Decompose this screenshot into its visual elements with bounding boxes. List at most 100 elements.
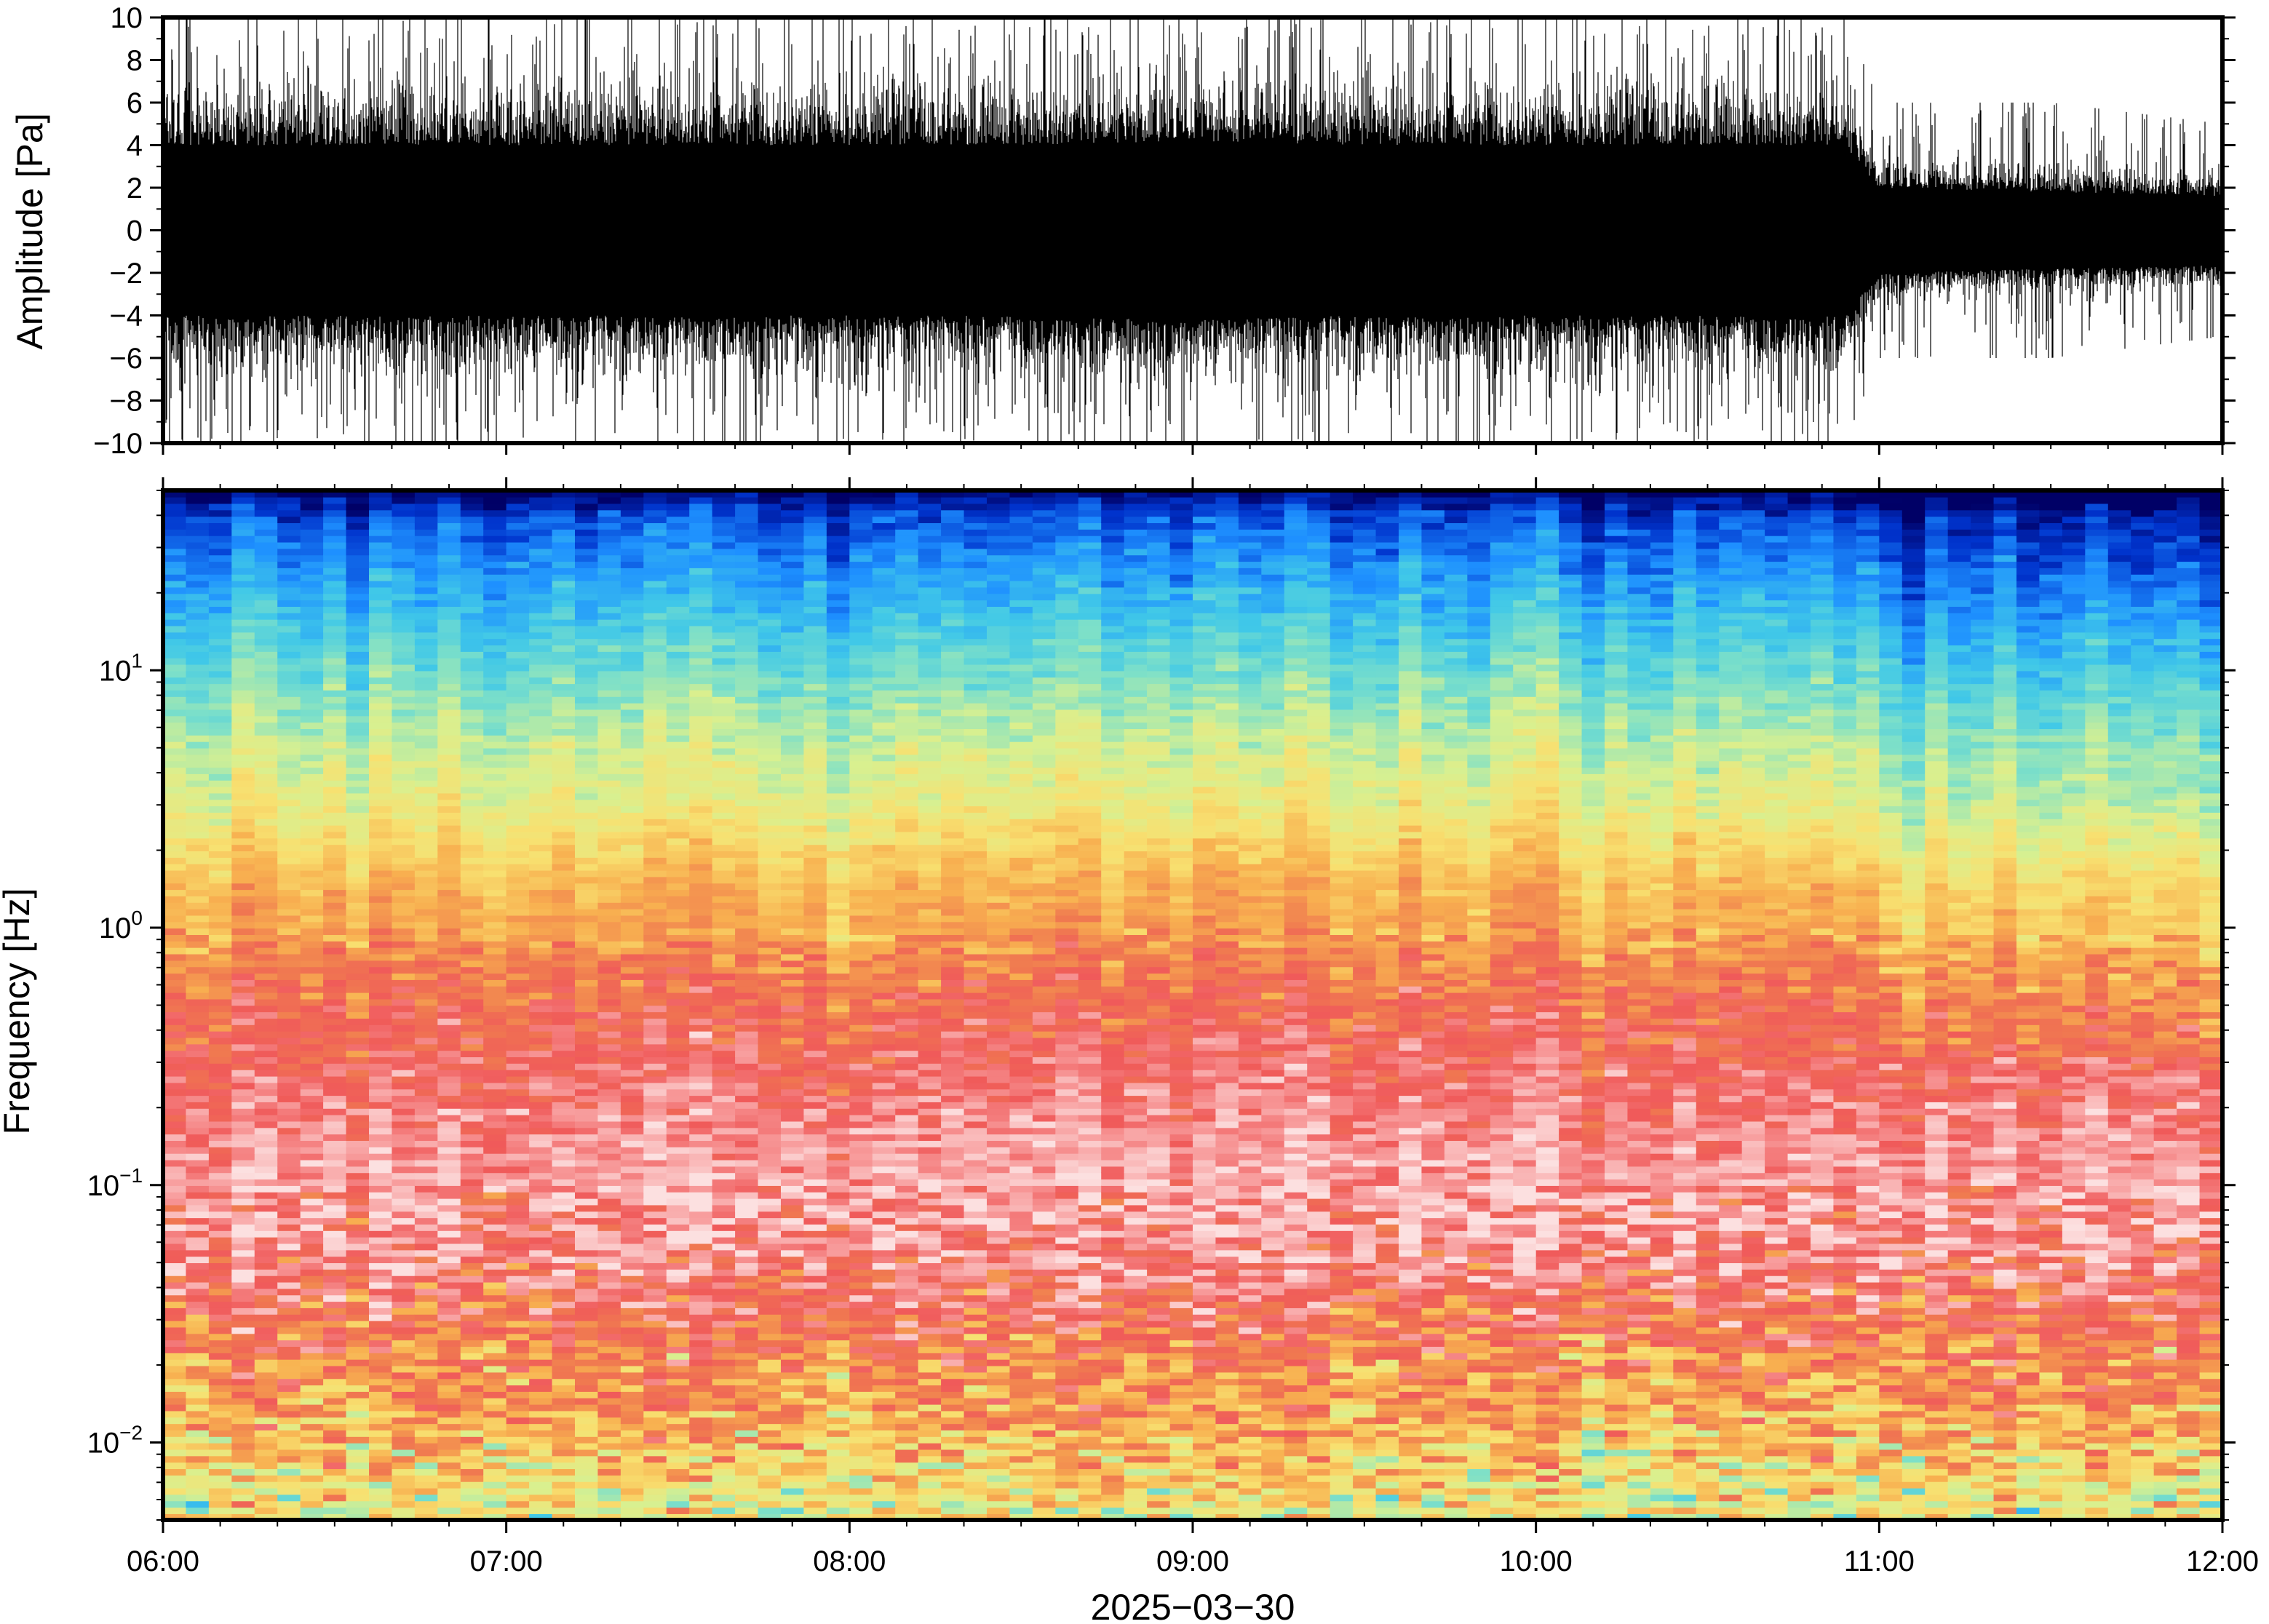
spectrogram-cell [643, 1005, 667, 1013]
spectrogram-cell [277, 1147, 301, 1154]
spectrogram-cell [414, 1500, 439, 1508]
spectrogram-cell [803, 1185, 827, 1193]
spectrogram-cell [460, 1011, 485, 1019]
spectrogram-cell [620, 902, 645, 909]
spectrogram-cell [643, 1487, 667, 1495]
spectrogram-cell [208, 1159, 233, 1167]
spectrogram-cell [506, 1114, 530, 1122]
spectrogram-cell [254, 1198, 279, 1206]
spectrogram-cell [758, 915, 782, 923]
spectrogram-cell [254, 741, 279, 749]
spectrogram-cell [414, 960, 439, 968]
spectrogram-cell [666, 1140, 691, 1147]
spectrogram-cell [735, 625, 759, 633]
spectrogram-cell [643, 1475, 667, 1482]
spectrogram-cell [689, 1423, 713, 1430]
spectrogram-cell [437, 1346, 461, 1353]
spectrogram-cell [277, 985, 301, 993]
spectrogram-cell [666, 966, 691, 974]
spectrogram-cell [254, 509, 279, 517]
spectrogram-cell [208, 1063, 233, 1070]
spectrogram-cell [254, 1204, 279, 1212]
spectrogram-cell [666, 1204, 691, 1212]
spectrogram-cell [781, 889, 805, 896]
spectrogram-cell [620, 645, 645, 652]
spectrogram-cell [597, 1153, 621, 1161]
spectrogram-cell [483, 1449, 507, 1457]
spectrogram-cell [460, 586, 485, 594]
spectrogram-cell [369, 696, 393, 704]
spectrogram-cell [597, 709, 621, 717]
spectrogram-cell [758, 509, 782, 517]
spectrogram-cell [643, 645, 667, 652]
spectrogram-cell [163, 722, 187, 730]
spectrogram-heatmap [163, 490, 2222, 1520]
spectrogram-cell [414, 722, 439, 730]
spectrogram-cell [346, 1340, 370, 1348]
spectrogram-cell [369, 1500, 393, 1508]
spectrogram-cell [575, 1088, 599, 1096]
spectrogram-cell [712, 1005, 736, 1013]
spectrogram-cell [597, 1005, 621, 1013]
spectrogram-cell [369, 1179, 393, 1186]
spectrogram-cell [712, 1358, 736, 1366]
spectrogram-cell [758, 1082, 782, 1090]
spectrogram-cell [254, 760, 279, 768]
spectrogram-cell [529, 1410, 553, 1418]
spectrogram-cell [277, 1134, 301, 1142]
spectrogram-cell [781, 651, 805, 658]
spectrogram-cell [620, 664, 645, 672]
spectrogram-cell [437, 535, 461, 543]
spectrogram-cell [529, 915, 553, 923]
spectrogram-cell [323, 979, 347, 987]
spectrogram-cell [826, 851, 851, 858]
spectrogram-cell [666, 735, 691, 742]
spectrogram-cell [369, 1030, 393, 1038]
spectrogram-cell [597, 863, 621, 871]
spectrogram-cell [620, 863, 645, 871]
spectrogram-cell [437, 632, 461, 640]
spectrogram-cell [437, 1179, 461, 1186]
spectrogram-cell [323, 960, 347, 968]
spectrogram-cell [163, 573, 187, 581]
spectrogram-cell [300, 1481, 324, 1489]
spectrogram-cell [460, 613, 485, 620]
spectrogram-cell [803, 1385, 827, 1392]
spectrogram-cell [735, 741, 759, 749]
spectrogram-cell [369, 1487, 393, 1495]
spectrogram-cell [781, 1095, 805, 1102]
spectrogram-cell [643, 837, 667, 845]
spectrogram-cell [300, 535, 324, 543]
spectrogram-cell [620, 1353, 645, 1360]
spectrogram-cell [689, 657, 713, 665]
spectrogram-cell [163, 638, 187, 646]
spectrogram-cell [163, 503, 187, 511]
spectrogram-cell [231, 664, 255, 672]
spectrogram-cell [277, 799, 301, 807]
spectrogram-cell [437, 857, 461, 864]
spectrogram-cell [758, 747, 782, 755]
spectrogram-cell [689, 1487, 713, 1495]
spectrogram-cell [483, 1088, 507, 1096]
spectrogram-cell [552, 1108, 576, 1115]
spectrogram-cell [712, 1294, 736, 1302]
spectrogram-cell [277, 1507, 301, 1514]
spectrogram-cell [208, 657, 233, 665]
spectrogram-cell [254, 824, 279, 832]
spectrogram-cell [597, 1333, 621, 1341]
spectrogram-cell [437, 586, 461, 594]
spectrogram-cell [712, 1385, 736, 1392]
spectrogram-cell [689, 1397, 713, 1405]
spectrogram-cell [186, 960, 210, 968]
spectrogram-cell [277, 535, 301, 543]
spectrogram-cell [163, 541, 187, 549]
spectrogram-cell [369, 941, 393, 948]
spectrogram-cell [254, 1494, 279, 1502]
spectrogram-cell [552, 561, 576, 568]
spectrogram-cell [643, 568, 667, 575]
spectrogram-cell [186, 696, 210, 704]
spectrogram-cell [597, 1082, 621, 1090]
spectrogram-cell [735, 677, 759, 685]
spectrogram-cell [346, 1140, 370, 1147]
spectrogram-cell [346, 1397, 370, 1405]
